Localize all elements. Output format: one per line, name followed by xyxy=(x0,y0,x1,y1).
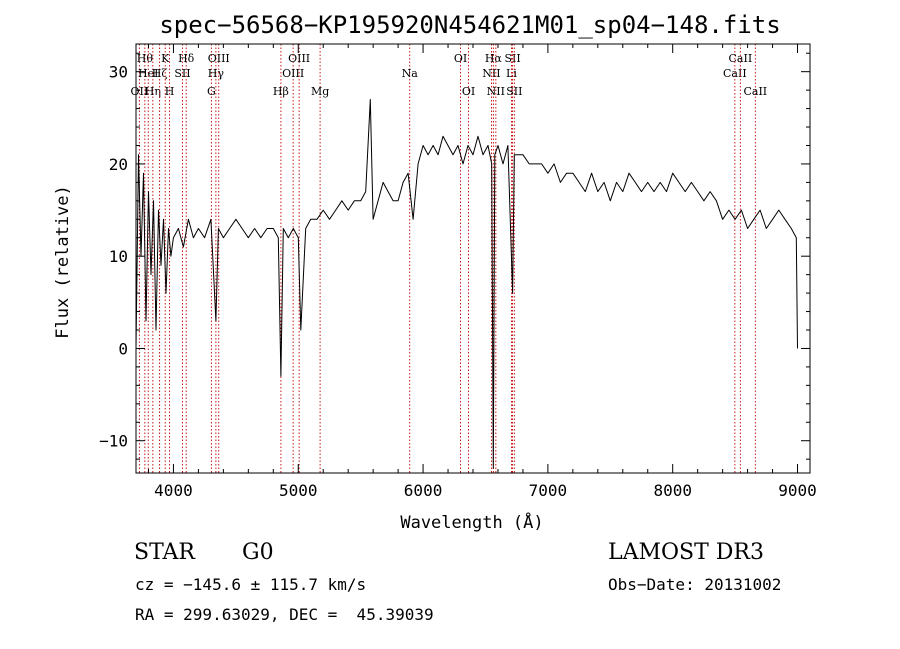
emission-line-markers: OII Hθ HeI Hη Hζ K H SII Hδ G Hγ OIII Hβ OIII OIII Mg Na… xyxy=(131,44,767,473)
line-marker-label: Hα xyxy=(485,52,503,65)
obs-date-text: Obs−Date: 20131002 xyxy=(608,575,782,594)
x-tick-label: 9000 xyxy=(778,481,817,500)
y-axis-label: Flux (relative) xyxy=(53,185,73,339)
x-axis-label: Wavelength (Å) xyxy=(400,511,543,533)
class-label: STAR xyxy=(134,540,195,565)
line-marker-label: Hη xyxy=(145,85,161,98)
line-marker-label: H xyxy=(165,85,175,98)
line-marker-label: OI xyxy=(462,85,475,98)
line-marker-label: Hθ xyxy=(137,52,154,65)
x-tick-label: 8000 xyxy=(653,481,692,500)
line-marker-label: SII xyxy=(504,52,520,65)
line-marker-label: OIII xyxy=(282,67,304,80)
coordinates-text: RA = 299.63029, DEC = 45.39039 xyxy=(135,605,434,624)
y-tick-label: 0 xyxy=(118,339,128,358)
x-tick-label: 6000 xyxy=(404,481,443,500)
line-marker-label: OI xyxy=(454,52,467,65)
line-marker-label: SII xyxy=(506,85,522,98)
redshift-text: cz = −145.6 ± 115.7 km/s xyxy=(135,575,367,594)
line-marker-label: HeI xyxy=(138,67,158,80)
y-tick-label: 30 xyxy=(109,63,128,82)
line-marker-label: K xyxy=(161,52,170,65)
y-tick-label: −10 xyxy=(99,432,128,451)
chart-title: spec−56568−KP195920N454621M01_sp04−148.f… xyxy=(159,11,780,39)
line-marker-label: NII xyxy=(482,67,500,80)
line-marker-label: CaII xyxy=(729,52,753,65)
line-marker-label: CaII xyxy=(723,67,747,80)
line-marker-label: Hβ xyxy=(273,85,289,98)
axes: 4000 5000 6000 7000 8000 9000 −10 0 10 20 30 xyxy=(99,44,817,500)
line-marker-label: OIII xyxy=(288,52,310,65)
line-marker-label: OII xyxy=(131,85,149,98)
line-marker-label: SII xyxy=(174,67,190,80)
line-marker-label: OIII xyxy=(208,52,230,65)
line-marker-label: Li xyxy=(506,67,517,80)
line-marker-label: Hγ xyxy=(208,67,225,80)
line-marker-label: Hζ xyxy=(152,67,168,80)
line-marker-label: G xyxy=(207,85,216,98)
y-tick-label: 10 xyxy=(109,247,128,266)
spectrum-series xyxy=(135,98,798,469)
series-line-flux xyxy=(135,98,798,469)
subclass-label: G0 xyxy=(242,540,274,565)
line-marker-label: CaII xyxy=(743,85,767,98)
x-tick-label: 4000 xyxy=(154,481,193,500)
line-marker-label: Hδ xyxy=(178,52,195,65)
plot-frame xyxy=(135,43,811,474)
line-marker-label: NII xyxy=(487,85,505,98)
line-marker-label: Na xyxy=(402,67,419,80)
x-tick-label: 5000 xyxy=(279,481,318,500)
x-tick-label: 7000 xyxy=(529,481,568,500)
survey-label: LAMOST DR3 xyxy=(608,540,764,565)
y-tick-label: 20 xyxy=(109,155,128,174)
line-marker-label: Mg xyxy=(311,85,329,98)
